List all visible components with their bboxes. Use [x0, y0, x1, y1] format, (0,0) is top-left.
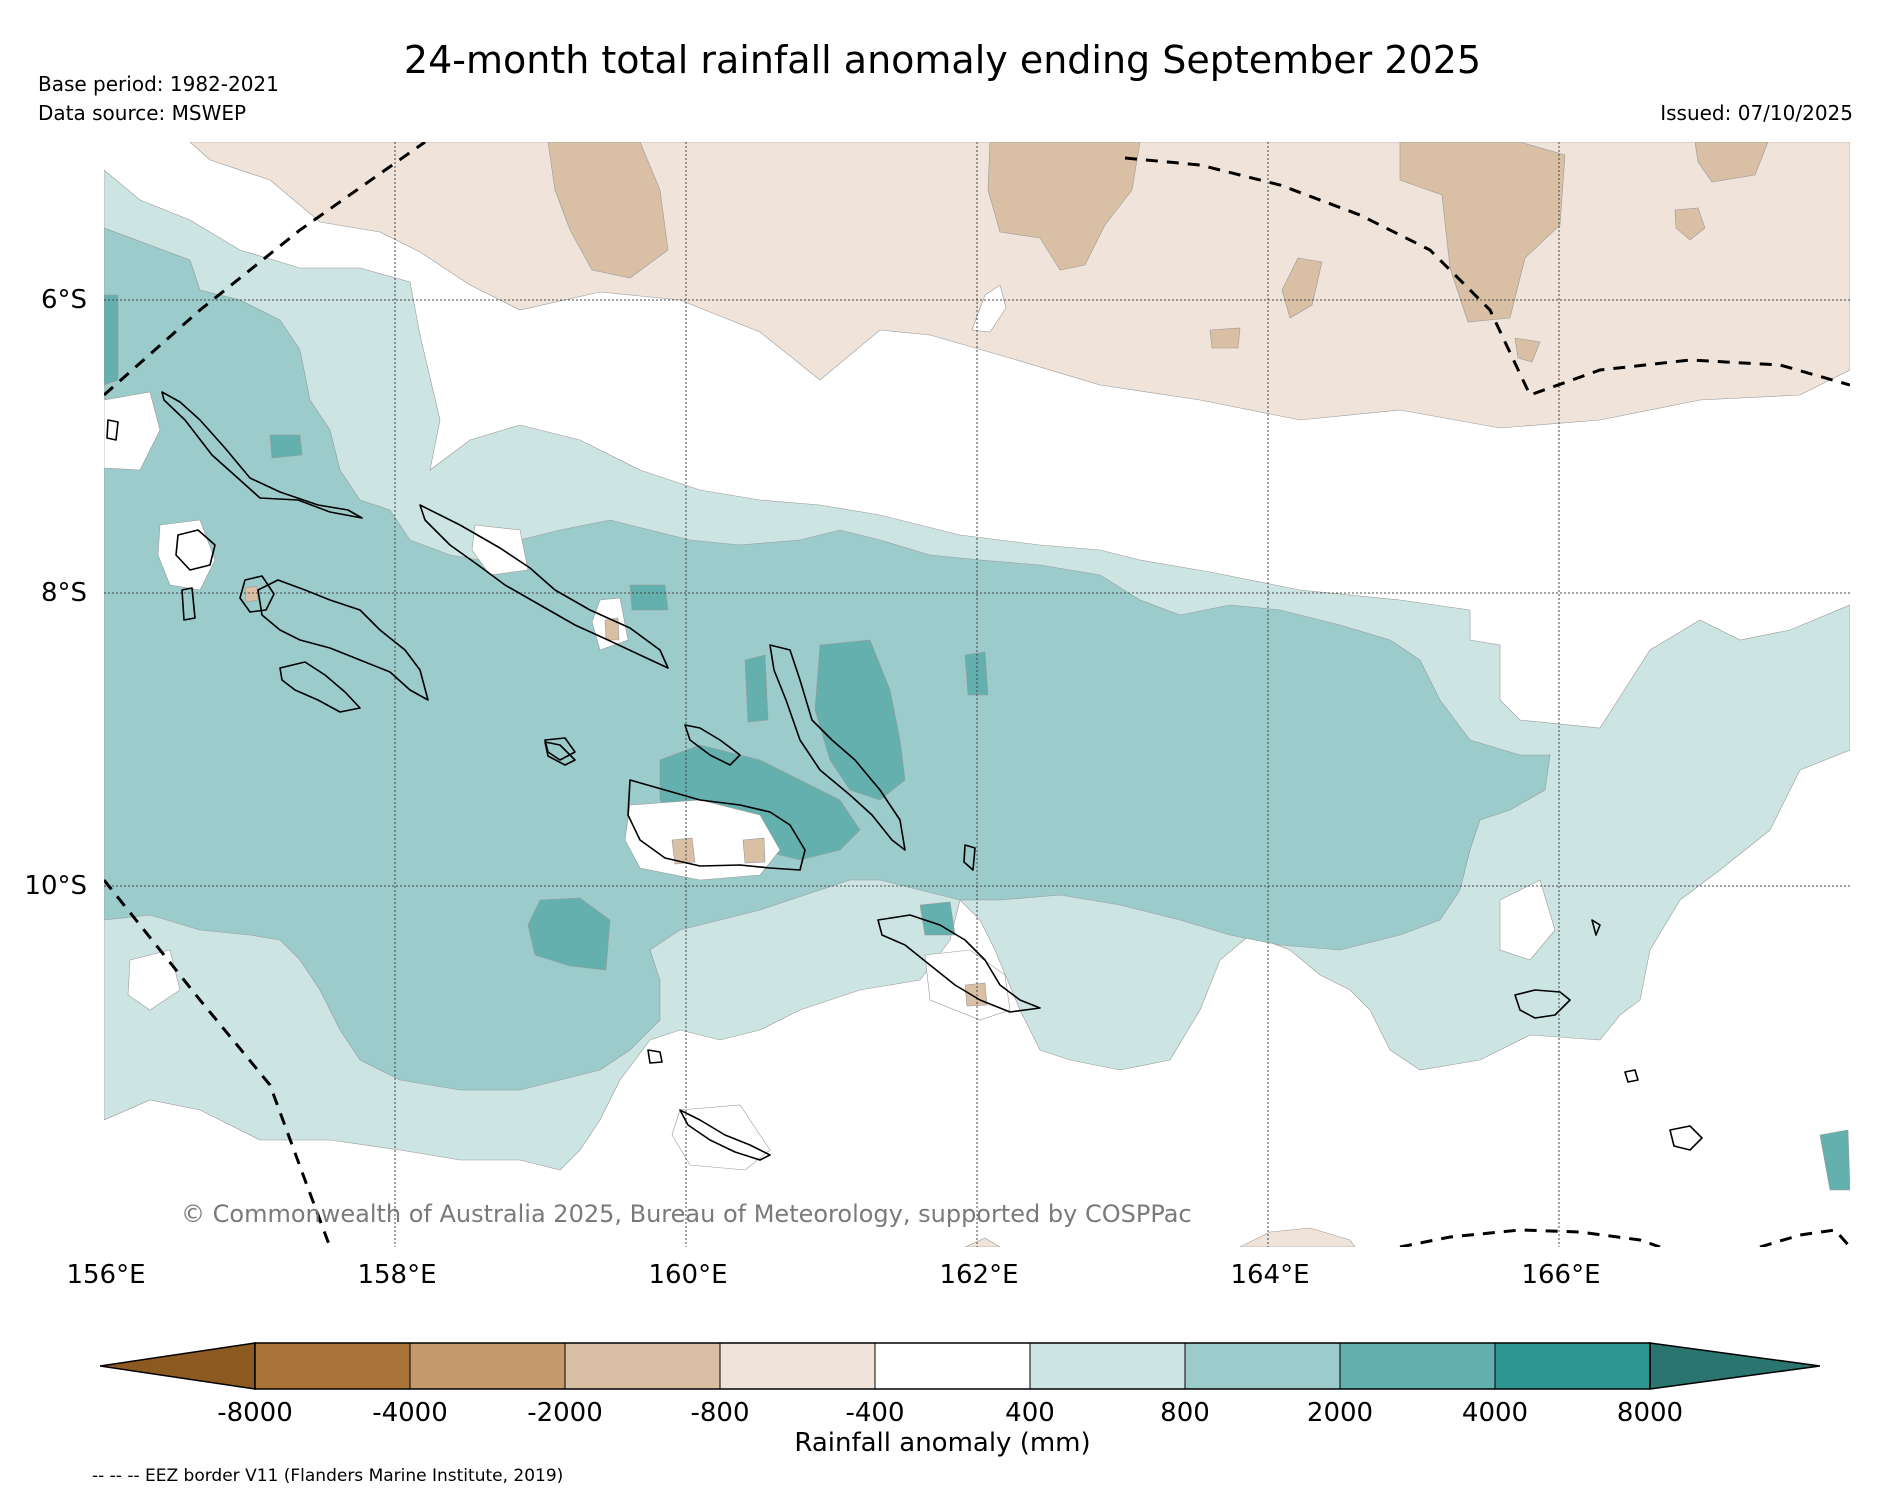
issued-date: Issued: 07/10/2025 [1660, 101, 1853, 125]
lon-label-156e: 156°E [66, 1260, 146, 1290]
island-bougainville [161, 391, 363, 519]
anomaly-region-wet-dark-patch-4 [104, 294, 119, 386]
anomaly-region-wet-dark-patch-6 [629, 584, 669, 611]
colorbar-bin-5 [875, 1343, 1030, 1389]
island-vanikoro [1624, 1069, 1639, 1083]
colorbar-bin-7 [1185, 1343, 1340, 1389]
anomaly-region-dry-north-patch-8 [1674, 207, 1706, 241]
island-makira [679, 1109, 771, 1161]
colorbar-bin-8 [1340, 1343, 1495, 1389]
colorbar-tick: -800 [690, 1398, 750, 1428]
island-new-georgia [257, 579, 429, 701]
island-small-3 [1591, 919, 1601, 936]
colorbar-tick: 800 [1160, 1398, 1210, 1428]
anomaly-region-dry-spot-3 [671, 837, 696, 865]
colorbar-bin-1 [255, 1343, 410, 1389]
eez-legend-note: -- -- -- EEZ border V11 (Flanders Marine… [92, 1466, 564, 1486]
island-rennell [647, 1049, 663, 1064]
anomaly-region-wet-dark-patch-10 [1819, 1129, 1850, 1191]
colorbar-bin-2 [410, 1343, 565, 1389]
colorbar-label: Rainfall anomaly (mm) [794, 1428, 1091, 1458]
anomaly-region-wet-dark-patch-7 [744, 654, 769, 723]
copyright-notice: © Commonwealth of Australia 2025, Bureau… [181, 1200, 1192, 1228]
colorbar-bin-9 [1495, 1343, 1650, 1389]
lat-label-10s: 10°S [24, 871, 87, 901]
colorbar-tick: 4000 [1461, 1398, 1529, 1428]
colorbar [100, 1342, 1820, 1390]
island-nendo [1514, 989, 1571, 1019]
lon-label-164e: 164°E [1230, 1260, 1310, 1290]
lon-label-160e: 160°E [648, 1260, 728, 1290]
coastlines [106, 391, 1703, 1161]
lon-label-162e: 162°E [939, 1260, 1019, 1290]
anomaly-region-wet-dark-patch-1 [814, 639, 906, 801]
data-source: Data source: MSWEP [38, 101, 247, 125]
colorbar-tick: 400 [1005, 1398, 1055, 1428]
island-small-2 [106, 419, 119, 441]
rainfall-anomaly-map [104, 142, 1850, 1247]
colorbar-tick: 2000 [1306, 1398, 1374, 1428]
island-kolombangara [239, 575, 275, 613]
colorbar-tick: -8000 [217, 1398, 293, 1428]
colorbar-tick: -400 [845, 1398, 905, 1428]
colorbar-tick: -2000 [527, 1398, 603, 1428]
island-vella-lavella [175, 529, 216, 571]
colorbar-bin-3 [565, 1343, 720, 1389]
anomaly-region-dry-north-patch-4 [1694, 142, 1769, 183]
lon-label-158e: 158°E [357, 1260, 437, 1290]
island-ontong-java [544, 741, 576, 766]
chart-title: 24-month total rainfall anomaly ending S… [403, 38, 1482, 82]
anomaly-region-dry-spot-south [1239, 1227, 1356, 1247]
graticule [104, 142, 1850, 1247]
anomaly-region-dry-north-patch-1 [547, 142, 669, 279]
island-malaita [877, 914, 1041, 1013]
island-tikopia [1669, 1125, 1703, 1151]
anomaly-region-dry-north-patch-2 [987, 142, 1141, 271]
lat-label-8s: 8°S [40, 578, 87, 608]
base-period: Base period: 1982-2021 [38, 72, 279, 96]
anomaly-region-dry-spot-5 [964, 982, 988, 1007]
lat-label-6s: 6°S [40, 285, 87, 315]
anomaly-region-dry-north-patch-6 [1209, 327, 1241, 349]
colorbar-tick: -4000 [372, 1398, 448, 1428]
island-small-1 [963, 844, 976, 871]
anomaly-region-wet-dark-patch-5 [269, 434, 303, 459]
island-choiseul [419, 504, 669, 669]
eez-borders [104, 142, 1850, 1247]
anomaly-region-dry-north-patch-7 [1514, 337, 1541, 363]
colorbar-bin-6 [1030, 1343, 1185, 1389]
anomaly-region-dry-north-patch-5 [1281, 257, 1323, 319]
lon-label-166e: 166°E [1521, 1260, 1601, 1290]
island-santa-isabel [769, 644, 906, 851]
anomaly-region-dry-spot-4 [742, 837, 766, 864]
island-new-georgia-south [279, 661, 361, 713]
anomaly-region-wet-dark-patch-9 [919, 901, 956, 936]
colorbar-bin-4 [720, 1343, 875, 1389]
colorbar-extend-low [100, 1342, 256, 1390]
colorbar-extend-high [1649, 1342, 1820, 1390]
island-florida-islands [684, 724, 741, 766]
island-guadalcanal [627, 779, 806, 871]
anomaly-region-wet-dark-patch-3 [527, 897, 611, 971]
anomaly-region-wet-dark-patch-8 [964, 651, 989, 696]
anomaly-region-dry-spot-1 [244, 585, 259, 603]
anomaly-region-dry-north-patch-3 [1399, 142, 1566, 323]
anomaly-region-dry-spot-2 [604, 617, 620, 641]
island-ranongga [181, 587, 196, 621]
colorbar-tick: 8000 [1616, 1398, 1684, 1428]
